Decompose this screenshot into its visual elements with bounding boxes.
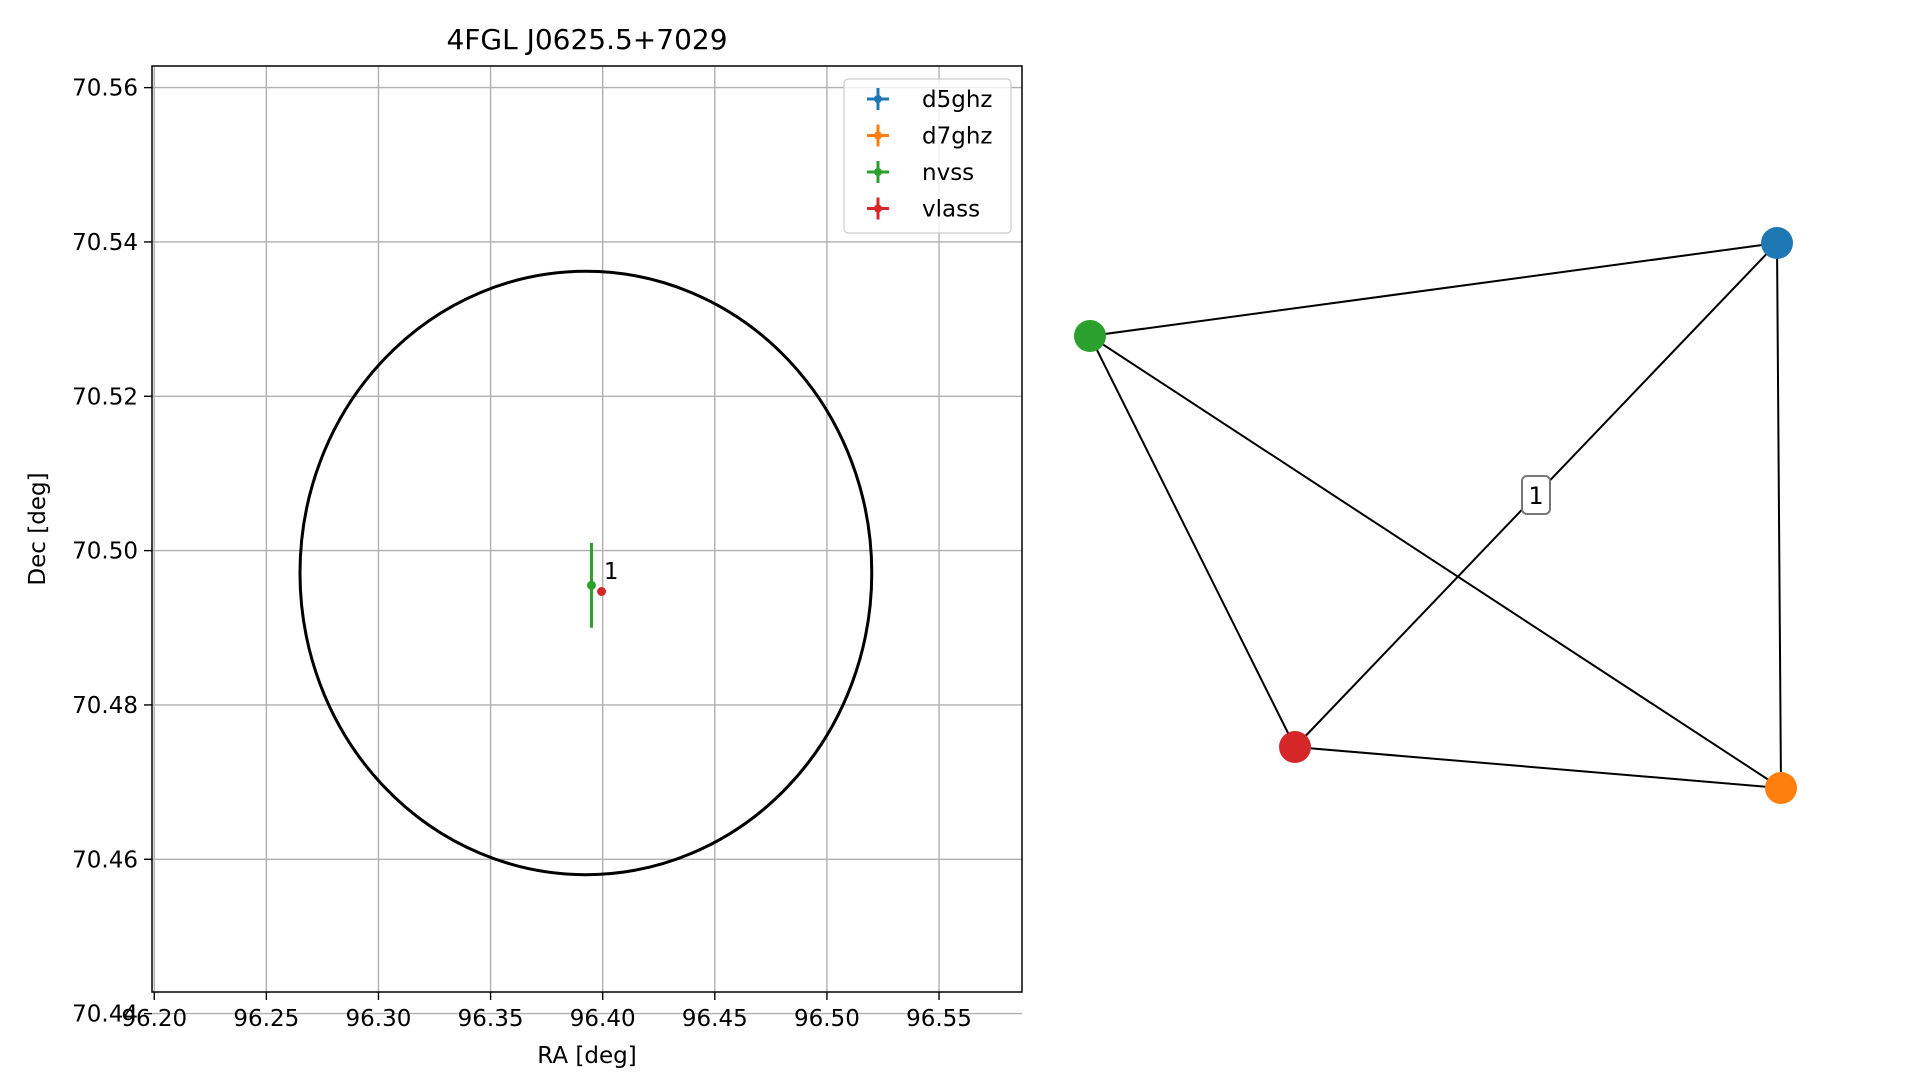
y-tick-label: 70.44 bbox=[72, 1002, 138, 1028]
graph-nodes bbox=[1074, 227, 1797, 804]
y-tick-label: 70.56 bbox=[72, 76, 138, 102]
graph-edge-nvss-vlass bbox=[1089, 335, 1296, 748]
x-tick-label: 96.35 bbox=[458, 1006, 524, 1032]
legend-marker-d7ghz bbox=[874, 131, 882, 140]
legend-label-d5ghz: d5ghz bbox=[922, 87, 992, 113]
y-axis-label: Dec [deg] bbox=[25, 472, 51, 585]
y-tick-label: 70.46 bbox=[72, 847, 138, 873]
data-point-nvss bbox=[586, 580, 596, 590]
legend-label-vlass: vlass bbox=[922, 197, 980, 223]
plot-frame bbox=[151, 65, 1023, 993]
x-axis-label: RA [deg] bbox=[537, 1043, 636, 1069]
graph-edge-d5ghz-d7ghz bbox=[1776, 242, 1782, 789]
legend-entries: d5ghz d7ghz nvss vlass bbox=[867, 87, 992, 223]
legend-marker-nvss bbox=[874, 168, 882, 176]
x-tick-label: 96.55 bbox=[906, 1006, 972, 1032]
legend-label-d7ghz: d7ghz bbox=[922, 124, 992, 150]
ellipse-outline bbox=[298, 269, 874, 877]
scatter-panel: 1 96.20 96.25 96.30 96.35 96.40 96.45 96.50 96.… bbox=[25, 23, 1023, 1069]
legend-marker-vlass bbox=[874, 204, 882, 213]
graph-node-d7ghz bbox=[1765, 772, 1797, 804]
x-tick-label: 96.40 bbox=[570, 1006, 636, 1032]
y-tick-label: 70.52 bbox=[72, 384, 138, 410]
legend-frame bbox=[843, 78, 1012, 234]
legend-marker-d5ghz bbox=[874, 95, 882, 103]
y-tick-label: 70.48 bbox=[72, 693, 138, 719]
edge-label: 1 bbox=[1528, 482, 1543, 510]
x-axis-ticks: 96.20 96.25 96.30 96.35 96.40 96.45 96.50 96.55 bbox=[121, 992, 972, 1032]
x-tick-label: 96.45 bbox=[682, 1006, 748, 1032]
graph-node-d5ghz bbox=[1761, 227, 1793, 259]
graph-node-nvss bbox=[1074, 320, 1106, 352]
legend: d5ghz d7ghz nvss vlass bbox=[843, 78, 1012, 234]
network-panel: 1 bbox=[1074, 227, 1797, 804]
y-tick-label: 70.50 bbox=[72, 539, 138, 565]
graph-edge-labels: 1 bbox=[1521, 475, 1551, 515]
data-point-vlass bbox=[597, 587, 607, 597]
localization-ellipse bbox=[298, 269, 874, 877]
source-points: 1 bbox=[586, 542, 619, 628]
legend-label-nvss: nvss bbox=[922, 160, 974, 186]
graph-node-vlass bbox=[1279, 731, 1311, 763]
x-tick-label: 96.50 bbox=[794, 1006, 860, 1032]
y-tick-label: 70.54 bbox=[72, 230, 138, 256]
x-tick-label: 96.30 bbox=[346, 1006, 412, 1032]
x-tick-label: 96.25 bbox=[233, 1006, 299, 1032]
graph-edge-vlass-d7ghz bbox=[1294, 746, 1782, 789]
y-axis-ticks: 70.44 70.46 70.48 70.50 70.52 70.54 70.56 bbox=[72, 76, 152, 1028]
x-tick-label: 96.20 bbox=[121, 1006, 187, 1032]
graph-edge-nvss-d5ghz bbox=[1089, 242, 1778, 337]
chart-title: 4FGL J0625.5+7029 bbox=[446, 23, 727, 56]
point-annotation: 1 bbox=[604, 559, 619, 585]
edge-label-box bbox=[1521, 475, 1551, 515]
graph-edge-nvss-d7ghz bbox=[1089, 335, 1782, 789]
